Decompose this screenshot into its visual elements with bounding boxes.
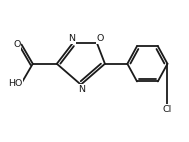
Text: N: N <box>69 34 76 43</box>
Text: Cl: Cl <box>163 105 172 113</box>
Text: O: O <box>97 34 104 43</box>
Text: O: O <box>13 40 21 49</box>
Text: N: N <box>78 85 85 94</box>
Text: HO: HO <box>8 79 22 87</box>
